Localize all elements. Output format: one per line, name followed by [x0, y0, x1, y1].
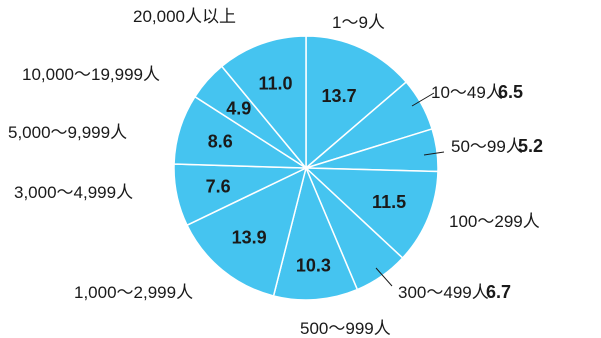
slice-category-label: 20,000人以上 — [133, 7, 236, 26]
leader-line — [411, 92, 435, 107]
slice-value-label: 13.9 — [232, 227, 267, 247]
pie-slice — [220, 35, 307, 171]
slice-value-label: 4.9 — [226, 98, 251, 118]
slice-category-label: 100～299人 — [449, 212, 540, 231]
slice-category-label: 50～99人 — [451, 137, 523, 156]
slice-category-label: 500～999人 — [300, 319, 391, 338]
pie-slice — [272, 165, 359, 301]
slice-value-label: 6.5 — [498, 82, 523, 102]
slice-value-label: 7.6 — [206, 177, 231, 197]
slice-value-label: 10.3 — [296, 255, 331, 275]
slice-value-label: 11.5 — [372, 192, 406, 212]
leader-line — [375, 267, 393, 287]
leader-line — [423, 151, 445, 156]
slice-category-label: 1～9人 — [332, 13, 385, 32]
pie-slice — [186, 166, 308, 297]
pie-slice — [304, 167, 439, 260]
pie-slice — [305, 35, 408, 170]
slice-category-label: 10,000～19,999人 — [22, 65, 160, 84]
slice-value-label: 5.2 — [518, 136, 543, 156]
slice-value-label: 6.7 — [486, 282, 511, 302]
slice-category-label: 3,000～4,999人 — [14, 183, 133, 202]
slice-category-label: 5,000～9,999人 — [8, 123, 127, 142]
slice-value-label: 13.7 — [322, 86, 357, 106]
slice-value-label: 11.0 — [259, 74, 293, 94]
slice-category-label: 300～499人 — [398, 283, 489, 302]
slice-value-label: 8.6 — [208, 131, 233, 151]
slice-category-label: 10～49人 — [431, 83, 503, 102]
slice-category-label: 1,000～2,999人 — [74, 283, 193, 302]
